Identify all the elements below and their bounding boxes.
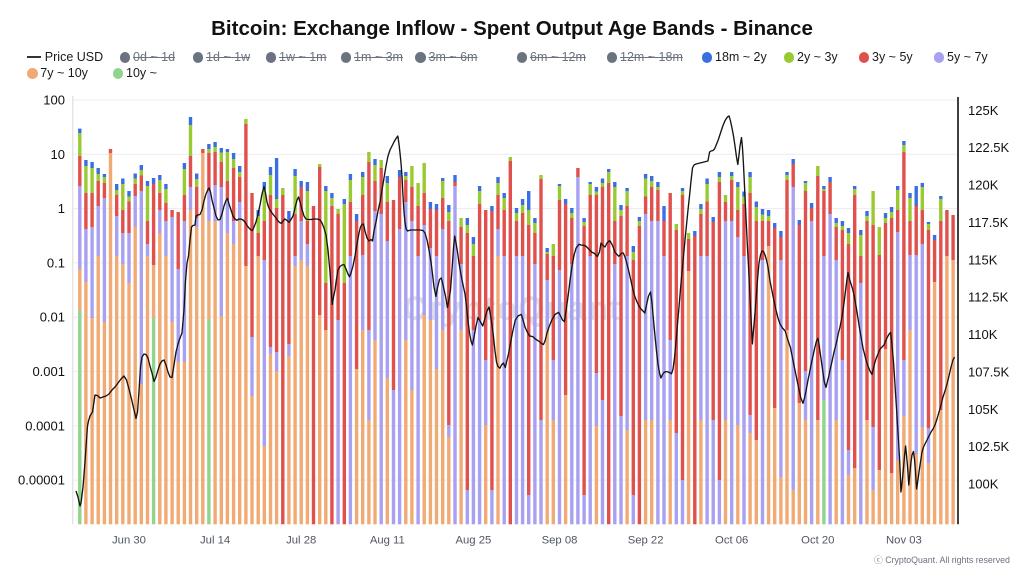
svg-text:10: 10 [51, 147, 65, 162]
svg-text:120K: 120K [968, 178, 999, 193]
svg-text:0.001: 0.001 [32, 364, 65, 379]
svg-text:Oct 06: Oct 06 [715, 535, 748, 547]
svg-text:Sep 22: Sep 22 [628, 535, 664, 547]
svg-text:110K: 110K [968, 327, 998, 342]
svg-text:Sep 08: Sep 08 [542, 535, 578, 547]
svg-text:Nov 03: Nov 03 [886, 535, 922, 547]
svg-text:115K: 115K [968, 252, 998, 267]
svg-text:Jun 30: Jun 30 [112, 535, 146, 547]
svg-text:0.00001: 0.00001 [18, 473, 65, 488]
svg-text:1: 1 [58, 201, 65, 216]
svg-text:125K: 125K [968, 103, 999, 118]
svg-text:0.0001: 0.0001 [25, 418, 65, 433]
svg-text:Jul 14: Jul 14 [200, 535, 230, 547]
svg-text:0.01: 0.01 [40, 310, 65, 325]
svg-text:100K: 100K [968, 477, 999, 492]
svg-text:Aug 25: Aug 25 [455, 535, 491, 547]
svg-text:117.5K: 117.5K [968, 215, 1009, 230]
svg-text:105K: 105K [968, 402, 999, 417]
svg-text:102.5K: 102.5K [968, 439, 1010, 454]
svg-text:Oct 20: Oct 20 [801, 535, 834, 547]
svg-text:0.1: 0.1 [47, 255, 65, 270]
svg-text:122.5K: 122.5K [968, 140, 1010, 155]
svg-text:100: 100 [43, 93, 65, 108]
svg-text:112.5K: 112.5K [968, 290, 1009, 305]
svg-text:107.5K: 107.5K [968, 365, 1010, 380]
svg-text:Aug 11: Aug 11 [370, 535, 405, 547]
svg-text:Jul 28: Jul 28 [286, 535, 316, 547]
